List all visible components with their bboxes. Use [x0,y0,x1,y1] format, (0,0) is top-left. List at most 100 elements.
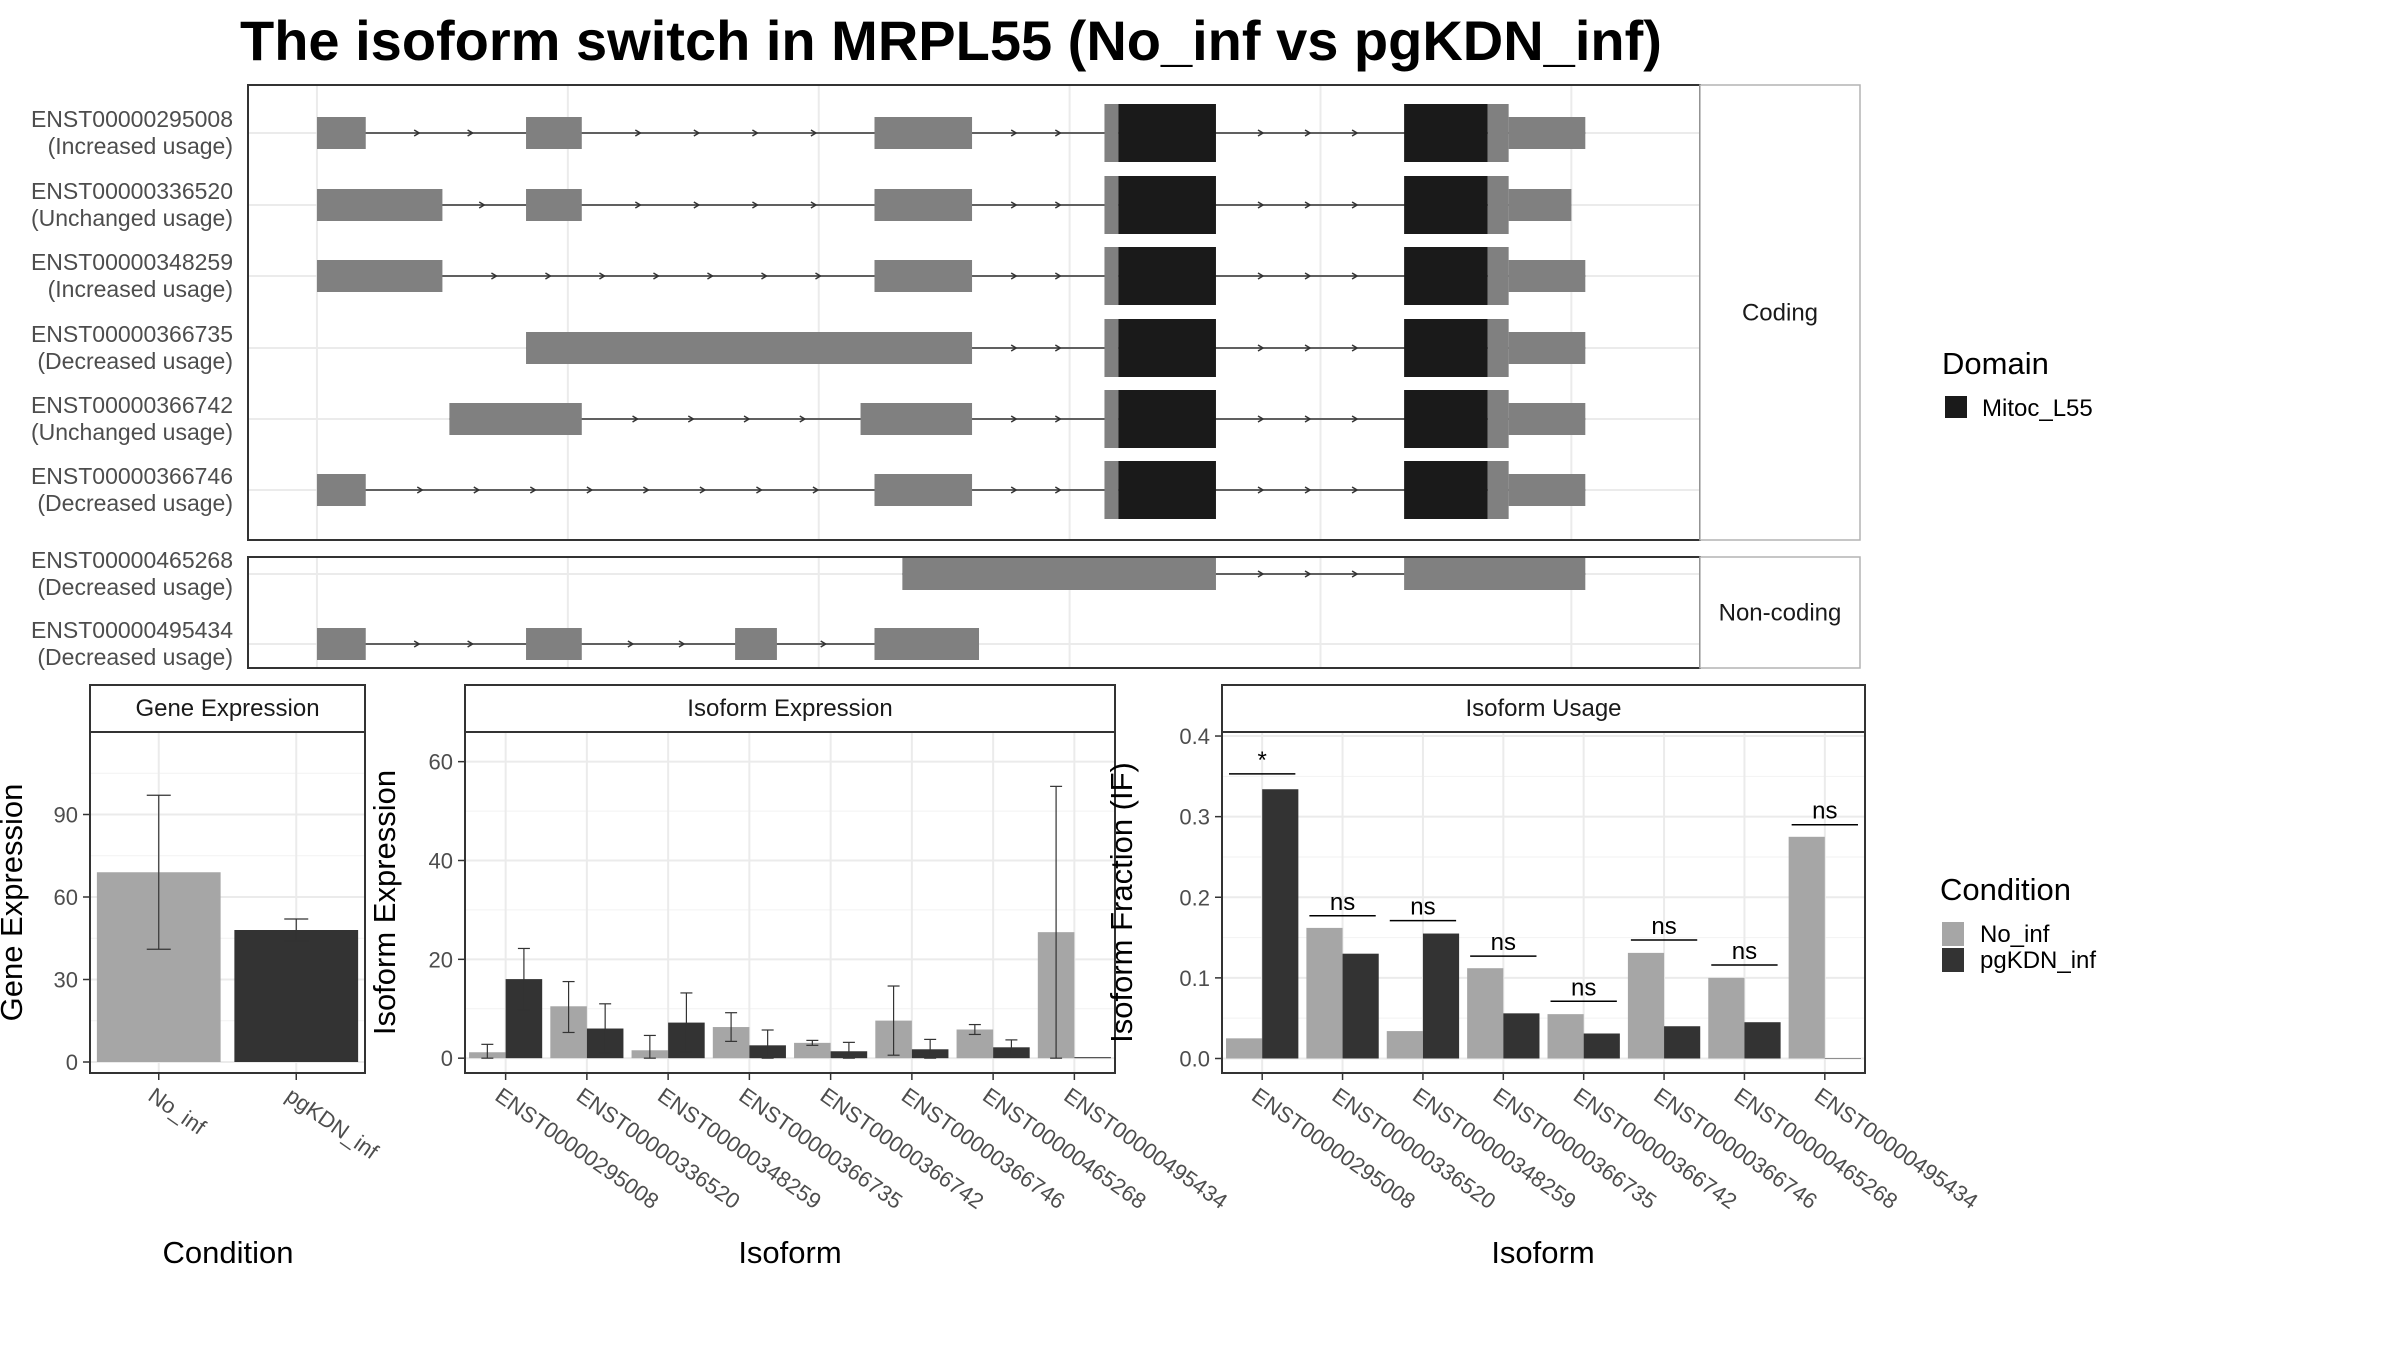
intron-direction-arrow [1351,570,1359,578]
exon-block [1508,260,1586,292]
intron-direction-arrow [1010,201,1018,209]
intron-direction-arrow [416,486,424,494]
bar-No_inf [1467,968,1504,1059]
isoform-expression-chart: Isoform Expression0204060ENST00000295008… [367,684,1232,1270]
intron-direction-arrow [634,201,642,209]
legend-label: Mitoc_L55 [1982,395,2093,422]
intron-direction-arrow [1257,486,1265,494]
intron-direction-arrow [1257,415,1265,423]
significance-label: ns [1491,929,1516,956]
transcript-id-label: ENST00000366746 [31,463,233,489]
exon-block [860,403,973,435]
bar-pgKDN_inf [1824,1058,1861,1059]
intron-direction-arrow [1054,486,1062,494]
exon-block [316,189,443,221]
intron-direction-arrow [1304,486,1312,494]
transcript-id-label: ENST00000336520 [31,178,233,204]
transcript-status-label: (Increased usage) [48,133,233,159]
domain-exon [1118,319,1216,377]
transcript-id-label: ENST00000348259 [31,249,233,275]
intron-direction-arrow [413,640,421,648]
legend-title: Domain [1942,346,2049,381]
domain-exon [1404,461,1488,519]
exon-block [1508,474,1586,506]
intron-direction-arrow [1010,344,1018,352]
intron-direction-arrow [820,640,828,648]
intron-direction-arrow [1010,415,1018,423]
intron-direction-arrow [752,129,759,137]
x-axis-title: Condition [163,1235,294,1270]
intron-direction-arrow [642,486,650,494]
exon-block [526,628,582,660]
significance-label: * [1258,747,1267,774]
exon-block [874,474,973,506]
transcript-row: ENST00000465268(Decreased usage) [31,547,1586,600]
gene-expression-chart: Gene Expression 0 30 60 90 No_inf pgKDN_inf Con… [0,684,384,1270]
legend-swatch-pgkdn-inf [1942,948,1964,972]
intron-direction-arrow [756,486,763,494]
y-tick-label: 0.2 [1179,885,1210,910]
domain-exon [1118,247,1216,305]
bar-No_inf [1226,1038,1263,1059]
intron-direction-arrow [699,486,707,494]
exon-block [1104,319,1119,377]
bar-No_inf [1306,927,1343,1059]
y-tick-label: 0 [441,1046,453,1071]
facet-strip-label: Isoform Expression [687,695,892,722]
bar-No_inf [1547,1014,1584,1059]
panel-border [89,731,366,1074]
y-axis-title: Isoform Fraction (IF) [1104,762,1139,1043]
transcript-row: ENST00000366746(Decreased usage) [31,461,1586,519]
significance-label: ns [1571,974,1596,1001]
legend-swatch-domain [1945,396,1967,418]
domain-exon [1118,176,1216,234]
domain-exon [1404,319,1488,377]
intron-direction-arrow [1054,272,1062,280]
y-tick-label: 60 [429,750,453,775]
y-tick-label: 0.3 [1179,805,1210,830]
y-tick-label: 0 [66,1050,78,1075]
intron-direction-arrow [1257,201,1265,209]
bar-pgKDN_inf [1583,1033,1620,1059]
intron-direction-arrow [491,272,498,280]
intron-direction-arrow [1257,570,1265,578]
intron-direction-arrow [761,272,768,280]
exon-block [1104,104,1119,162]
bar-No_inf [1386,1031,1423,1059]
exon-block [1104,390,1119,448]
exon-block [902,558,1216,590]
intron-direction-arrow [413,129,421,137]
exon-block [1404,558,1586,590]
intron-direction-arrow [815,272,822,280]
exon-block [316,474,366,506]
bar-No_inf [794,1042,831,1059]
transcript-row: ENST00000495434(Decreased usage) [31,617,980,670]
exon-block [735,628,777,660]
intron-direction-arrow [1304,201,1312,209]
facet-strip [89,684,366,733]
intron-direction-arrow [599,272,606,280]
transcript-id-label: ENST00000366735 [31,321,233,347]
legend-title: Condition [1940,872,2071,907]
intron-direction-arrow [799,415,807,423]
bar-pgKDN_inf [1503,1013,1540,1059]
intron-direction-arrow [478,201,486,209]
intron-direction-arrow [1054,344,1062,352]
intron-direction-arrow [1257,344,1265,352]
panel-border [1221,731,1866,1074]
facet-strip-label: Isoform Usage [1465,695,1621,722]
intron-direction-arrow [473,486,481,494]
exon-block [526,117,582,149]
domain-legend: Domain Mitoc_L55 [1942,346,2093,422]
intron-direction-arrow [1304,415,1312,423]
exon-block [316,117,366,149]
intron-direction-arrow [687,415,695,423]
exon-block [526,332,973,364]
exon-block [1487,461,1509,519]
transcript-id-label: ENST00000295008 [31,106,233,132]
facet-strip [1699,556,1861,669]
intron-direction-arrow [1351,201,1359,209]
y-tick-label: 0.1 [1179,966,1210,991]
